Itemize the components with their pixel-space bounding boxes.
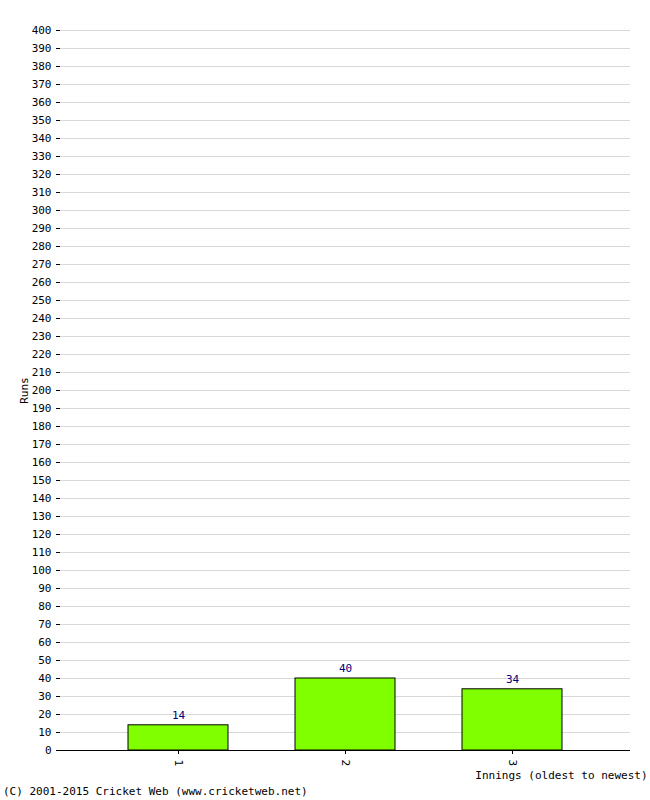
svg-text:120: 120 (32, 528, 52, 541)
svg-text:10: 10 (38, 726, 51, 739)
svg-text:370: 370 (32, 78, 52, 91)
svg-text:350: 350 (32, 114, 52, 127)
svg-text:0: 0 (45, 744, 52, 757)
svg-text:40: 40 (339, 662, 352, 675)
svg-text:310: 310 (32, 186, 52, 199)
svg-text:50: 50 (38, 654, 51, 667)
svg-text:240: 240 (32, 312, 52, 325)
svg-text:390: 390 (32, 42, 52, 55)
svg-text:14: 14 (172, 709, 186, 722)
svg-text:Runs: Runs (18, 377, 31, 404)
svg-text:270: 270 (32, 258, 52, 271)
svg-text:340: 340 (32, 132, 52, 145)
svg-text:130: 130 (32, 510, 52, 523)
svg-text:190: 190 (32, 402, 52, 415)
svg-text:3: 3 (506, 760, 519, 767)
svg-text:280: 280 (32, 240, 52, 253)
svg-text:180: 180 (32, 420, 52, 433)
svg-text:80: 80 (38, 600, 51, 613)
svg-text:Innings (oldest to newest): Innings (oldest to newest) (475, 769, 647, 782)
svg-text:220: 220 (32, 348, 52, 361)
svg-text:170: 170 (32, 438, 52, 451)
svg-text:230: 230 (32, 330, 52, 343)
svg-text:40: 40 (38, 672, 51, 685)
svg-text:140: 140 (32, 492, 52, 505)
html-text:(C) 2001-2015 Cricket Web (www: (C) 2001-2015 Cricket Web (www.cricketwe… (3, 785, 308, 798)
svg-text:30: 30 (38, 690, 51, 703)
svg-text:2: 2 (339, 760, 352, 767)
svg-text:380: 380 (32, 60, 52, 73)
svg-text:1: 1 (172, 760, 185, 767)
svg-text:400: 400 (32, 24, 52, 37)
svg-text:300: 300 (32, 204, 52, 217)
svg-text:34: 34 (506, 673, 520, 686)
svg-text:100: 100 (32, 564, 52, 577)
svg-text:330: 330 (32, 150, 52, 163)
svg-text:70: 70 (38, 618, 51, 631)
svg-text:110: 110 (32, 546, 52, 559)
svg-text:160: 160 (32, 456, 52, 469)
svg-text:90: 90 (38, 582, 51, 595)
svg-text:260: 260 (32, 276, 52, 289)
svg-text:60: 60 (38, 636, 51, 649)
svg-text:200: 200 (32, 384, 52, 397)
svg-text:290: 290 (32, 222, 52, 235)
svg-text:210: 210 (32, 366, 52, 379)
svg-text:250: 250 (32, 294, 52, 307)
svg-text:20: 20 (38, 708, 51, 721)
svg-text:360: 360 (32, 96, 52, 109)
svg-text:150: 150 (32, 474, 52, 487)
svg-text:320: 320 (32, 168, 52, 181)
